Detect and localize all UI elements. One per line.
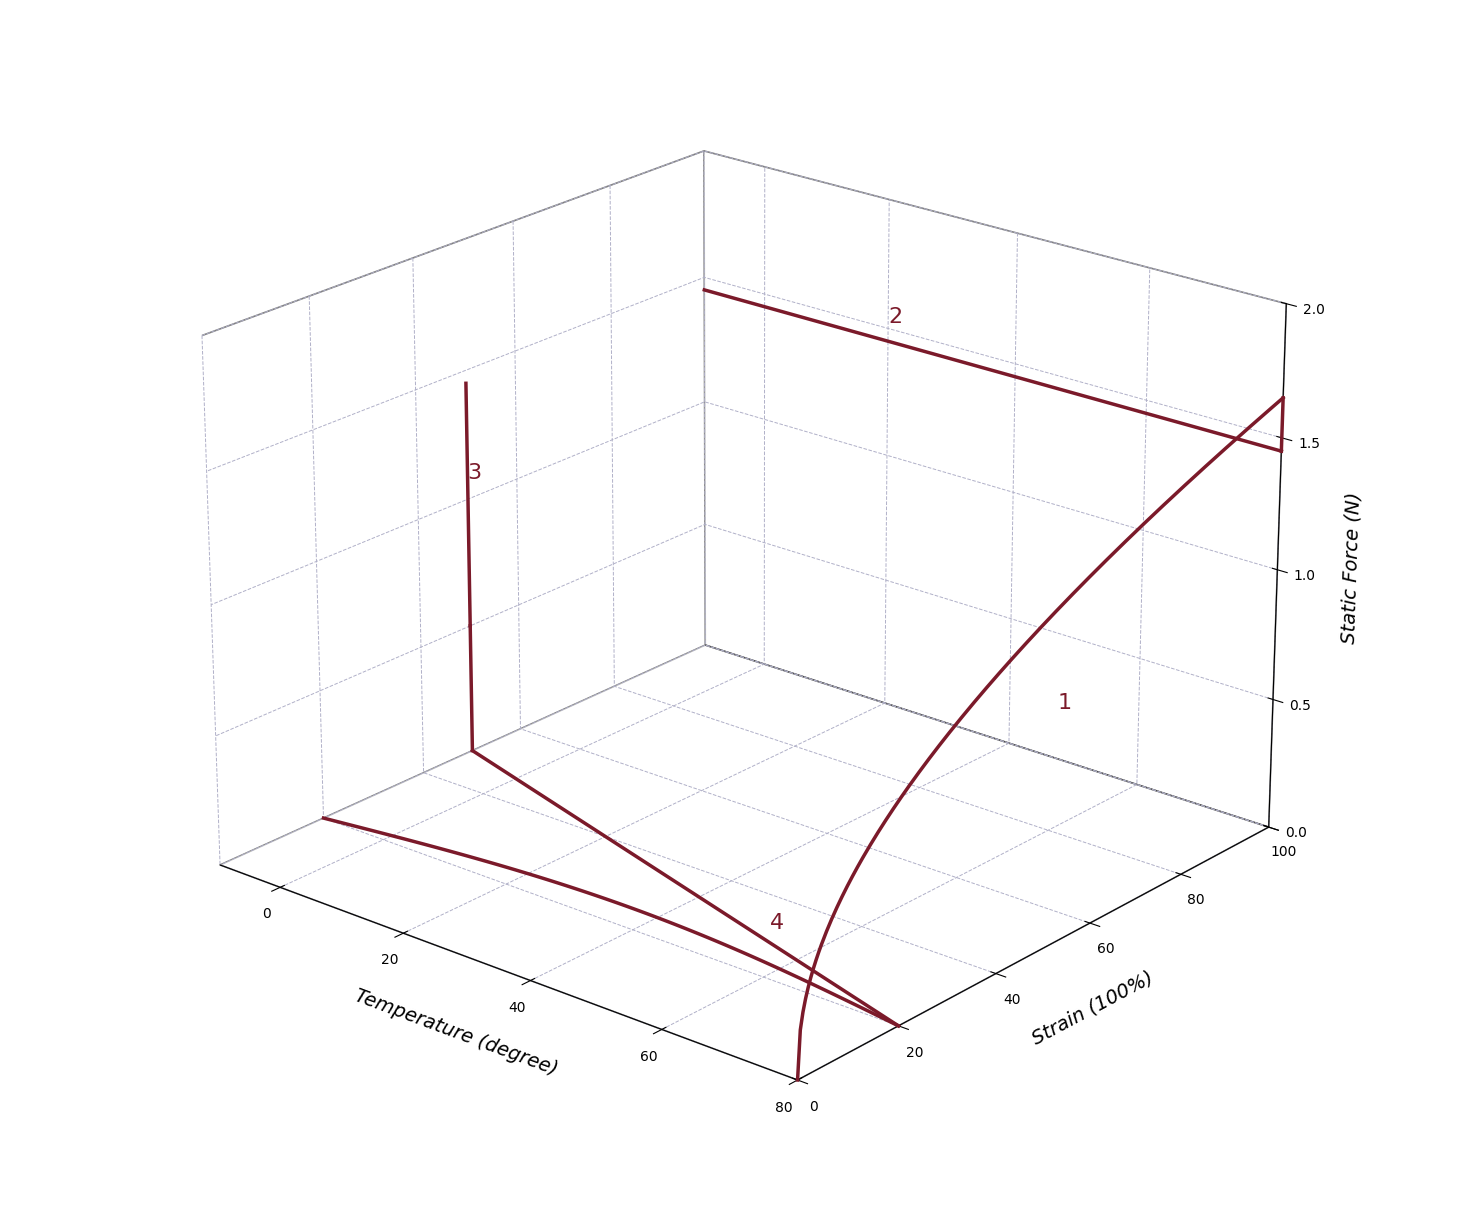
X-axis label: Temperature (degree): Temperature (degree) [353, 987, 561, 1079]
Y-axis label: Strain (100%): Strain (100%) [1029, 968, 1157, 1049]
